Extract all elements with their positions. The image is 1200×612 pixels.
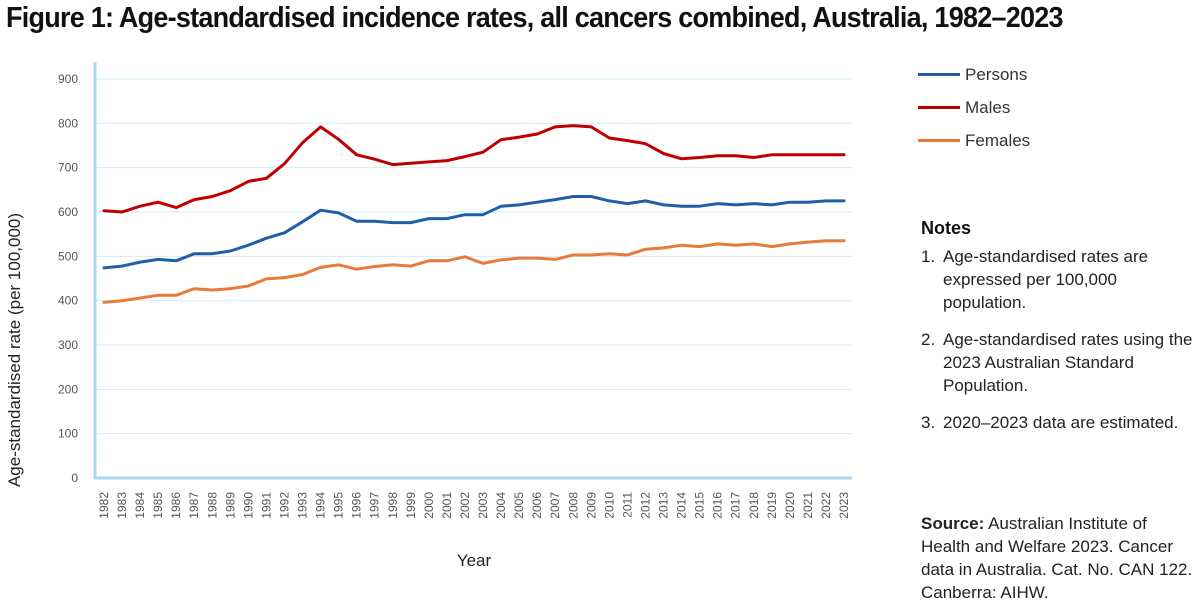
legend-item-males: Males [918, 91, 1030, 124]
note-text: Age-standardised rates using the 2023 Au… [943, 330, 1193, 395]
legend-label-females: Females [965, 130, 1031, 150]
x-tick-label: 2014 [675, 492, 689, 519]
y-tick-label: 600 [58, 205, 78, 219]
x-tick-label: 1997 [368, 492, 382, 519]
series-line-females [102, 239, 846, 304]
x-tick-label: 1984 [133, 492, 147, 519]
x-tick-label: 2020 [783, 492, 797, 519]
x-tick-label: 2022 [819, 492, 833, 519]
y-tick-label: 0 [71, 471, 78, 485]
x-tick-label: 2004 [494, 492, 508, 519]
x-tick-label: 1990 [241, 492, 255, 519]
y-tick-label: 800 [58, 116, 78, 130]
x-tick-label: 1989 [223, 492, 237, 519]
note-text: Age-standardised rates are expressed per… [943, 247, 1149, 312]
note-item: 1. Age-standardised rates are expressed … [921, 245, 1196, 314]
series-lines [102, 124, 846, 304]
legend: Persons Males Females [918, 58, 1030, 157]
figure-title: Figure 1: Age-standardised incidence rat… [6, 2, 1063, 34]
gridlines [95, 78, 852, 435]
y-tick-label: 100 [58, 427, 78, 441]
y-tick-label: 400 [58, 294, 78, 308]
note-item: 2. Age-standardised rates using the 2023… [921, 328, 1196, 397]
legend-item-females: Females [918, 124, 1030, 157]
x-tick-label: 1996 [350, 492, 364, 519]
y-tick-label: 900 [58, 72, 78, 86]
x-tick-label: 2003 [476, 492, 490, 519]
axes [93, 62, 852, 480]
x-tick-label: 2021 [801, 492, 815, 519]
x-tick-label: 2005 [512, 492, 526, 519]
legend-item-persons: Persons [918, 58, 1030, 91]
x-tick-label: 1991 [259, 492, 273, 519]
note-number: 3. [921, 413, 936, 432]
legend-swatch-persons [918, 73, 960, 76]
notes-panel: Notes 1. Age-standardised rates are expr… [921, 218, 1196, 448]
x-tick-label: 2018 [747, 492, 761, 519]
x-tick-label: 2019 [765, 492, 779, 519]
x-tick-label: 2002 [458, 492, 472, 519]
y-tick-labels: 0 100 200 300 400 500 600 700 800 900 [58, 72, 78, 485]
x-tick-label: 2015 [693, 492, 707, 519]
source-label: Source: [921, 514, 985, 533]
x-tick-label: 1994 [314, 492, 328, 519]
series-line-persons [102, 195, 846, 270]
x-tick-label: 2011 [620, 492, 634, 518]
y-tick-label: 500 [58, 249, 78, 263]
x-tick-label: 2008 [566, 492, 580, 519]
legend-swatch-females [918, 139, 960, 142]
x-tick-labels: 1982 1983 1984 1985 1986 1987 1988 1989 1990 1991… [97, 492, 851, 519]
note-number: 2. [921, 330, 936, 349]
note-item: 3. 2020–2023 data are estimated. [921, 411, 1196, 434]
y-tick-label: 700 [58, 161, 78, 175]
x-tick-label: 2001 [440, 492, 454, 519]
x-tick-label: 1992 [277, 492, 291, 519]
x-tick-label: 2007 [548, 492, 562, 519]
note-text: 2020–2023 data are estimated. [943, 413, 1179, 432]
notes-list: 1. Age-standardised rates are expressed … [921, 245, 1196, 434]
notes-heading: Notes [921, 218, 972, 238]
x-tick-label: 1998 [386, 492, 400, 519]
x-tick-label: 2010 [602, 492, 616, 519]
x-tick-label: 1993 [296, 492, 310, 519]
x-tick-label: 1986 [169, 492, 183, 519]
x-tick-label: 1983 [115, 492, 129, 519]
x-tick-label: 2017 [729, 492, 743, 519]
x-tick-label: 1995 [332, 492, 346, 519]
x-tick-label: 2006 [530, 492, 544, 519]
x-tick-label: 2016 [711, 492, 725, 519]
x-tick-label: 2012 [638, 492, 652, 519]
x-tick-label: 2000 [422, 492, 436, 519]
x-tick-label: 1988 [205, 492, 219, 519]
x-tick-label: 1999 [404, 492, 418, 519]
y-tick-label: 200 [58, 382, 78, 396]
legend-swatch-males [918, 106, 960, 109]
legend-label-persons: Persons [965, 64, 1028, 84]
legend-label-males: Males [965, 97, 1011, 117]
y-tick-label: 300 [58, 338, 78, 352]
x-tick-label: 2009 [584, 492, 598, 519]
x-tick-label: 1985 [151, 492, 165, 519]
x-tick-label: 1982 [97, 492, 111, 519]
y-axis-label: Age-standardised rate (per 100,000) [5, 213, 24, 487]
x-axis-label: Year [457, 551, 492, 570]
source-note: Source: Australian Institute of Health a… [921, 512, 1199, 604]
x-tick-label: 2023 [837, 492, 851, 519]
x-tick-label: 1987 [187, 492, 201, 519]
source-text: Australian Institute of Health and Welfa… [921, 514, 1193, 602]
note-number: 1. [921, 247, 936, 266]
x-tick-label: 2013 [657, 492, 671, 519]
series-line-males [102, 124, 846, 214]
